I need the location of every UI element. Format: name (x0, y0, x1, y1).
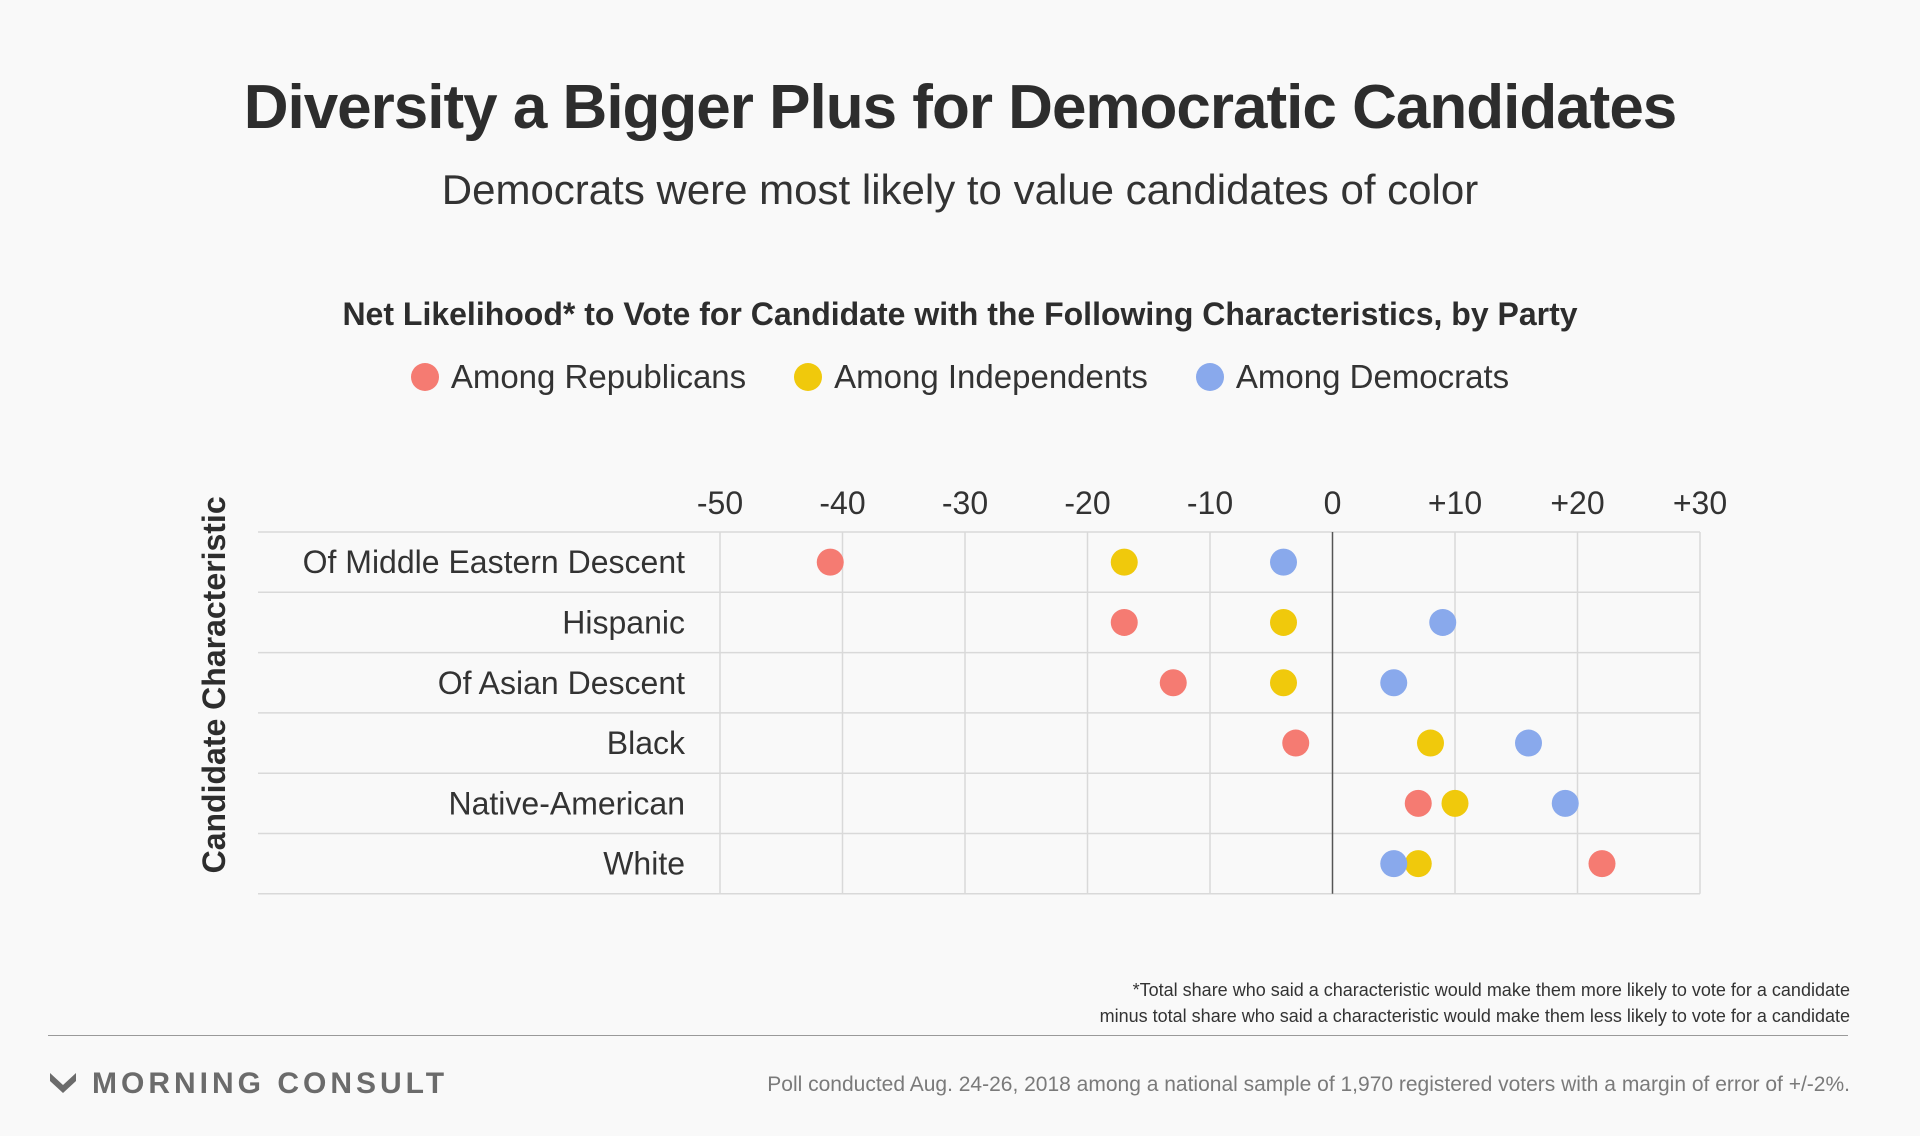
footer-divider (48, 1035, 1848, 1036)
data-point-independents (1404, 850, 1432, 878)
data-point-independents (1110, 548, 1138, 576)
x-tick-label: +20 (1550, 485, 1604, 521)
data-point-democrats (1429, 608, 1457, 636)
data-point-republicans (1282, 729, 1310, 757)
data-point-democrats (1515, 729, 1542, 757)
category-label: Hispanic (562, 604, 685, 640)
legend-swatch-republicans (410, 363, 439, 391)
data-point-republicans (1110, 608, 1138, 636)
chart-title: Net Likelihood* to Vote for Candidate wi… (342, 296, 1578, 332)
legend-item-republicans: Among Republicans (410, 358, 747, 396)
x-tick-label: +30 (1673, 485, 1727, 521)
data-point-independents (1417, 729, 1444, 757)
footnote-line-2: minus total share who said a characteris… (1099, 1006, 1850, 1026)
page-subtitle: Democrats were most likely to value cand… (441, 166, 1479, 213)
category-label: Of Asian Descent (438, 665, 685, 701)
legend-swatch-democrats (1195, 363, 1224, 391)
legend-label-republicans: Among Republicans (450, 358, 747, 395)
data-point-independents (1270, 608, 1297, 636)
x-tick-label: -30 (942, 485, 988, 521)
footnote-line-1: *Total share who said a characteristic w… (1132, 980, 1850, 1000)
legend-label-democrats: Among Democrats (1235, 358, 1510, 395)
x-tick-label: -40 (819, 485, 865, 521)
legend-item-democrats: Among Democrats (1195, 358, 1510, 396)
category-label: Black (607, 725, 686, 761)
chart-legend: Among Republicans Among Independents Amo… (0, 358, 1920, 396)
data-point-republicans (1404, 789, 1432, 817)
data-point-democrats (1551, 789, 1579, 817)
category-label: White (603, 846, 685, 882)
footnote: *Total share who said a characteristic w… (1100, 977, 1850, 1029)
legend-label-independents: Among Independents (834, 358, 1148, 395)
data-point-democrats (1380, 850, 1408, 878)
brand-logo: MORNING CONSULT (48, 1067, 448, 1101)
y-axis-title: Candidate Characteristic (196, 496, 232, 873)
data-point-democrats (1380, 669, 1408, 697)
legend-item-independents: Among Independents (794, 358, 1148, 396)
data-point-republicans (816, 548, 844, 576)
source-note: Poll conducted Aug. 24-26, 2018 among a … (767, 1073, 1850, 1096)
page-title: Diversity a Bigger Plus for Democratic C… (243, 73, 1678, 142)
legend-swatch-independents (794, 363, 823, 391)
data-point-independents (1270, 669, 1297, 697)
x-tick-label: 0 (1324, 485, 1342, 521)
x-tick-label: -50 (697, 485, 743, 521)
category-label: Of Middle Eastern Descent (303, 544, 686, 580)
x-tick-label: +10 (1428, 485, 1482, 521)
x-tick-label: -10 (1187, 485, 1233, 521)
morning-consult-logo-icon (50, 1073, 76, 1093)
x-tick-label: -20 (1064, 485, 1110, 521)
data-point-republicans (1588, 850, 1616, 878)
category-label: Native-American (448, 785, 685, 821)
data-point-democrats (1270, 548, 1297, 576)
data-point-independents (1441, 789, 1469, 817)
data-point-republicans (1159, 669, 1187, 697)
brand-name: MORNING CONSULT (92, 1067, 449, 1100)
